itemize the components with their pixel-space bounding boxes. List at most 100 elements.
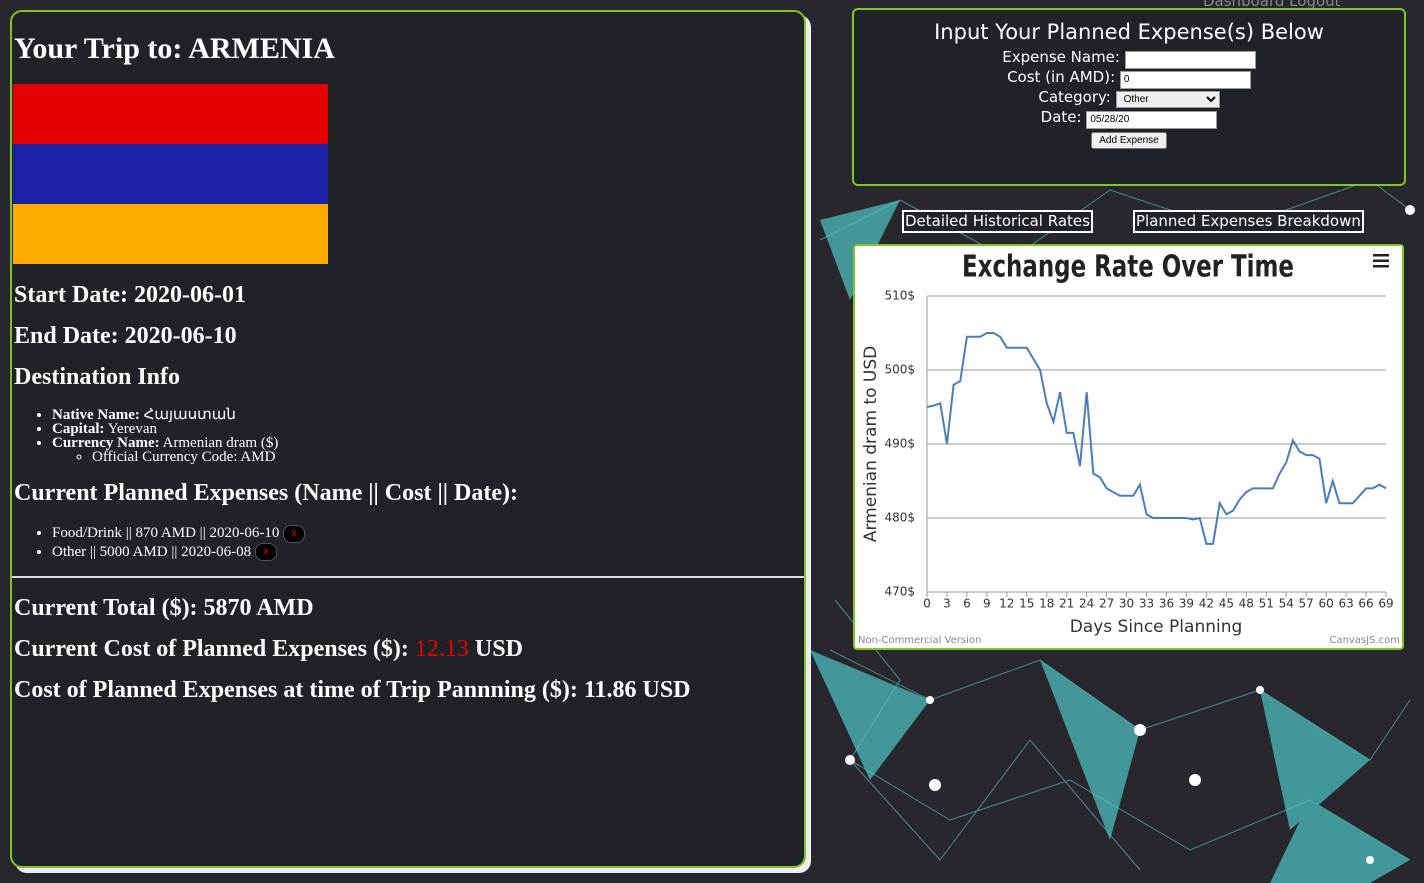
x-tick-label: 30 [1119, 597, 1134, 611]
flag-stripe [13, 144, 328, 204]
flag-stripe [13, 204, 328, 264]
value: Armenian dram ($) [162, 435, 279, 451]
delete-button[interactable]: x [283, 524, 306, 543]
x-tick-label: 57 [1299, 597, 1314, 611]
info-item: Native Name: Հայաստան [52, 407, 278, 423]
x-tick-label: 27 [1099, 597, 1114, 611]
currency-code: Official Currency Code: AMD [92, 450, 278, 465]
date-input[interactable] [1086, 110, 1218, 129]
trip-title: Your Trip to: ARMENIA [14, 32, 335, 65]
y-tick-label: 470$ [884, 585, 915, 599]
x-tick-label: 42 [1199, 597, 1214, 611]
breakdown-button[interactable]: Planned Expenses Breakdown [1133, 210, 1364, 233]
expense-form: Input Your Planned Expense(s) Below Expe… [852, 8, 1406, 186]
label: Date: [1040, 108, 1082, 126]
label: Capital: [52, 421, 105, 437]
nav-link[interactable]: Logout [1289, 0, 1341, 10]
x-axis-title: Days Since Planning [1070, 617, 1243, 637]
expenses-heading: Current Planned Expenses (Name || Cost |… [14, 480, 518, 506]
x-tick-label: 12 [999, 597, 1014, 611]
flag [13, 84, 328, 264]
credit: Non-Commercial Version [858, 635, 981, 646]
x-tick-label: 33 [1139, 597, 1154, 611]
x-tick-label: 24 [1079, 597, 1094, 611]
expense-list: Food/Drink || 870 AMD || 2020-06-10 x Ot… [12, 524, 306, 562]
name-input[interactable] [1124, 50, 1256, 69]
y-tick-label: 480$ [884, 511, 915, 525]
info-list: Native Name: Հայաստան Capital: Yerevan C… [12, 407, 279, 465]
expense-item: Food/Drink || 870 AMD || 2020-06-10 x [52, 524, 306, 543]
y-tick-label: 510$ [884, 289, 915, 303]
expense-text: Food/Drink || 870 AMD || 2020-06-10 [52, 525, 280, 541]
data-line [926, 332, 1387, 545]
end-date: End Date: 2020-06-10 [14, 323, 237, 350]
value: Yerevan [107, 421, 158, 437]
x-tick-label: 63 [1338, 597, 1353, 611]
label: Cost (in AMD): [1007, 68, 1116, 86]
form-row: Cost (in AMD): [854, 68, 1404, 89]
flag-stripe [13, 84, 328, 144]
value: 12.13 [414, 636, 469, 662]
category-select[interactable]: Other [1115, 91, 1220, 108]
form-row: Category: Other [854, 88, 1404, 108]
label: Current Cost of Planned Expenses ($): [14, 636, 409, 662]
info-item: Capital: Yerevan [52, 421, 278, 437]
x-tick-label: 66 [1358, 597, 1373, 611]
label: Start Date: [14, 282, 128, 308]
form-title: Input Your Planned Expense(s) Below [934, 20, 1324, 44]
chart-title: Exchange Rate Over Time [962, 249, 1294, 285]
history-button[interactable]: Detailed Historical Rates [902, 210, 1093, 233]
x-tick-label: 6 [963, 597, 971, 611]
expense-item: Other || 5000 AMD || 2020-06-08 x [52, 543, 305, 562]
top-nav: Dashboard Logout [1203, 0, 1341, 10]
background-network [810, 179, 1415, 883]
submit-button[interactable]: Add Expense [1091, 132, 1167, 149]
label: Category: [1038, 88, 1111, 106]
trip-panel: Your Trip to: ARMENIA Start Date: 2020-0… [10, 10, 806, 868]
form-row: Date: [854, 108, 1404, 129]
label: End Date: [14, 323, 119, 349]
label: Currency Name: [52, 435, 160, 451]
current-total: Current Total ($): 5870 AMD [14, 595, 314, 621]
x-tick-label: 54 [1279, 597, 1294, 611]
chart: Exchange Rate Over Time Armenian dram to… [858, 249, 1400, 646]
x-tick-label: 21 [1059, 597, 1074, 611]
x-tick-label: 3 [943, 597, 951, 611]
current-cost: Current Cost of Planned Expenses ($): 12… [14, 636, 523, 663]
menu-icon[interactable] [1373, 254, 1389, 268]
form-row: Expense Name: [854, 48, 1404, 69]
x-tick-label: 18 [1039, 597, 1054, 611]
info-heading: Destination Info [14, 364, 181, 390]
label: Native Name: [52, 407, 140, 423]
y-axis-title: Armenian dram to USD [861, 346, 881, 542]
cost-input[interactable] [1119, 70, 1251, 89]
expense-text: Other || 5000 AMD || 2020-06-08 [52, 543, 252, 560]
y-tick-label: 500$ [884, 363, 915, 377]
x-tick-label: 39 [1179, 597, 1194, 611]
x-tick-label: 36 [1159, 597, 1174, 611]
x-tick-label: 48 [1239, 597, 1254, 611]
chart-container: Exchange Rate Over Time Armenian dram to… [853, 244, 1404, 650]
value: 2020-06-01 [133, 282, 246, 308]
value: 2020-06-10 [124, 323, 237, 349]
x-tick-label: 69 [1378, 597, 1393, 611]
info-item: Currency Name: Armenian dram ($) Officia… [52, 435, 279, 465]
x-tick-label: 51 [1259, 597, 1274, 611]
value: Հայաստան [143, 407, 236, 423]
x-tick-label: 45 [1219, 597, 1234, 611]
x-tick-label: 15 [1019, 597, 1034, 611]
planning-cost: Cost of Planned Expenses at time of Trip… [14, 677, 691, 703]
y-tick-label: 490$ [884, 437, 915, 451]
x-tick-label: 60 [1318, 597, 1333, 611]
credit: CanvasJS.com [1329, 635, 1400, 646]
divider [12, 576, 804, 578]
unit: USD [474, 636, 523, 662]
start-date: Start Date: 2020-06-01 [14, 282, 246, 309]
x-tick-label: 0 [923, 597, 931, 611]
label: Expense Name: [1002, 48, 1120, 66]
x-tick-label: 9 [983, 597, 991, 611]
nav-link[interactable]: Dashboard [1203, 0, 1285, 10]
delete-button[interactable]: x [254, 543, 277, 562]
